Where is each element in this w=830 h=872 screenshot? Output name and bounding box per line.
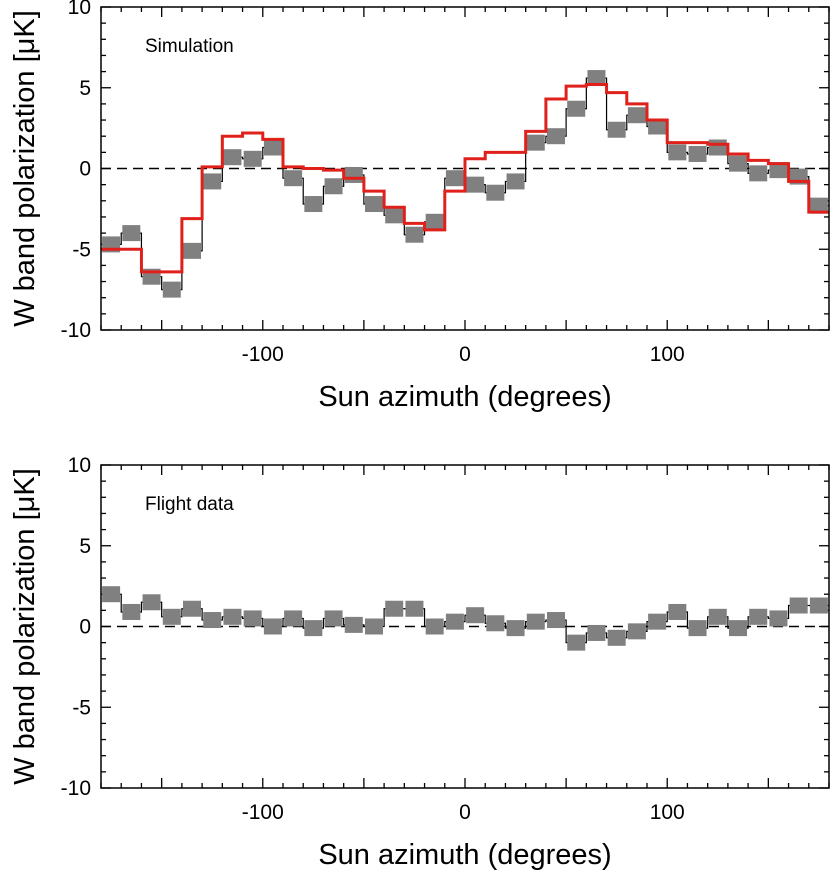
sim-data-point	[668, 144, 687, 161]
flight-data-point	[365, 618, 383, 635]
sim-x-tick-label: 100	[650, 343, 685, 366]
flight-data-point	[284, 610, 303, 627]
flight-data-point	[304, 620, 323, 637]
sim-y-tick-label: 10	[68, 0, 91, 19]
flight-data-point	[627, 623, 646, 640]
flight-data-point	[749, 608, 768, 625]
flight-data-point	[142, 594, 161, 611]
sim-plot-frame	[100, 6, 830, 331]
sim-data-point	[243, 150, 262, 167]
flight-data-point	[708, 608, 727, 625]
flight-data-point	[425, 618, 444, 635]
flight-data-point	[506, 620, 525, 637]
sim-data-point	[203, 173, 222, 190]
sim-data-point	[769, 162, 788, 179]
flight-data-point	[668, 603, 687, 620]
flight-data-point	[445, 613, 464, 630]
flight-y-axis-title: W band polarization [μK]	[9, 468, 41, 785]
sim-data-point	[122, 225, 141, 242]
sim-data-point	[587, 70, 606, 87]
sim-data-point	[607, 121, 626, 138]
flight-data-panel: -10 -5 0 5 10 -100 0 100 Sun azimuth (degrees) W …	[9, 454, 830, 871]
sim-panel-label: Simulation	[145, 36, 234, 57]
flight-data-point	[122, 603, 141, 620]
flight-data-point	[547, 612, 565, 629]
sim-data-point	[304, 196, 323, 213]
flight-data-point	[203, 612, 222, 629]
flight-data-point	[183, 600, 201, 617]
sim-data-point	[648, 118, 667, 135]
sim-data-point	[547, 128, 565, 145]
flight-data-point	[466, 607, 485, 624]
sim-y-tick-label: 0	[79, 158, 91, 181]
sim-x-axis-title: Sun azimuth (degrees)	[318, 381, 611, 413]
sim-data-point	[162, 281, 181, 298]
flight-x-tick-label: 100	[650, 801, 685, 824]
flight-data-point	[567, 634, 586, 651]
flight-data-point	[587, 624, 606, 641]
flight-y-tick-label: 0	[79, 616, 91, 639]
sim-data-point	[749, 165, 768, 182]
flight-data-point	[486, 615, 505, 632]
sim-data-point	[324, 178, 343, 195]
sim-data-point	[708, 139, 727, 156]
sim-data-point	[385, 207, 404, 224]
flight-data-point	[769, 610, 788, 627]
flight-x-tick-label: -100	[242, 801, 284, 824]
sim-data-point	[466, 176, 485, 193]
flight-data-point	[324, 610, 343, 627]
sim-data-point	[344, 166, 363, 183]
sim-y-tick-label: -5	[72, 238, 91, 261]
flight-y-tick-label: -10	[61, 777, 91, 800]
flight-data-point	[688, 620, 707, 637]
flight-y-tick-label: 10	[68, 454, 91, 477]
flight-data-point	[162, 608, 181, 625]
flight-plot-frame	[100, 464, 830, 789]
sim-red-step-line	[101, 83, 829, 274]
sim-data-point	[223, 149, 242, 166]
sim-data-point	[809, 197, 828, 214]
flight-data-point	[102, 586, 121, 603]
sim-x-tick-label: -100	[242, 343, 284, 366]
flight-data-point	[405, 600, 424, 617]
flight-data-point	[243, 610, 262, 627]
sim-data-point	[688, 145, 707, 162]
flight-data-point	[809, 597, 828, 614]
sim-data-point	[567, 100, 586, 117]
sim-data-point	[263, 139, 282, 156]
sim-data-point	[486, 184, 505, 201]
flight-data-point	[263, 618, 282, 635]
sim-data-point	[445, 170, 464, 187]
sim-data-point	[425, 213, 444, 230]
flight-x-tick-label: 0	[459, 801, 471, 824]
sim-data-point	[729, 155, 747, 172]
sim-data-point	[627, 107, 646, 124]
sim-data-point	[284, 170, 303, 187]
sim-data-point	[183, 242, 201, 259]
flight-x-axis-title: Sun azimuth (degrees)	[318, 839, 611, 871]
sim-y-tick-label: 5	[79, 77, 91, 100]
sim-data-point	[405, 226, 424, 243]
sim-data-point	[365, 196, 383, 213]
sim-x-tick-label: 0	[459, 343, 471, 366]
flight-data-point	[385, 600, 404, 617]
flight-panel-label: Flight data	[145, 494, 234, 515]
flight-data-point	[607, 629, 626, 646]
flight-data-point	[526, 613, 545, 630]
sim-data-point	[526, 134, 545, 151]
flight-data-point	[223, 608, 242, 625]
flight-data-point	[648, 613, 667, 630]
flight-data-point	[729, 620, 747, 637]
sim-data-point	[506, 173, 525, 190]
flight-y-tick-label: -5	[72, 696, 91, 719]
flight-y-tick-label: 5	[79, 535, 91, 558]
sim-y-axis-title: W band polarization [μK]	[9, 10, 41, 327]
sim-y-tick-label: -10	[61, 319, 91, 342]
flight-data-point	[344, 616, 363, 633]
flight-data-point	[789, 597, 808, 614]
simulation-panel: -10 -5 0 5 10 -100 0 100 Sun azimuth (degrees) W …	[9, 0, 830, 413]
